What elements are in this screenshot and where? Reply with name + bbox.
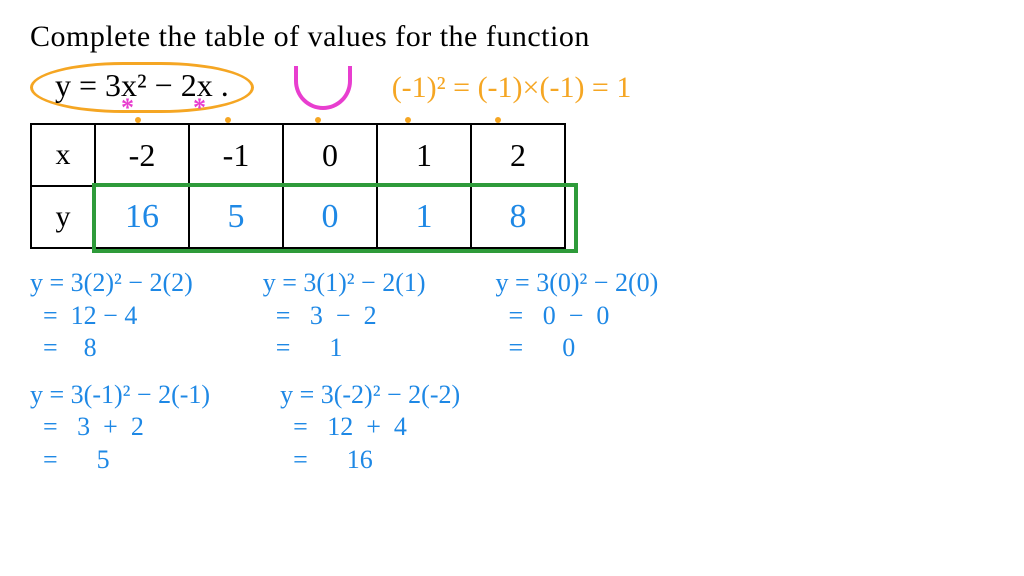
asterisk-icon: *: [193, 93, 206, 123]
y-cell: 0: [283, 186, 377, 248]
asterisk-icon: *: [121, 93, 134, 123]
whiteboard: Complete the table of values for the fun…: [0, 0, 1024, 576]
x-cell: 0: [283, 124, 377, 186]
table-row: x -2 -1 0 1 2: [31, 124, 565, 186]
x-cell: -1: [189, 124, 283, 186]
y-cell: 1: [377, 186, 471, 248]
y-cell: 16: [95, 186, 189, 248]
calc-block: y = 3(0)² − 2(0) = 0 − 0 = 0: [496, 267, 659, 365]
equation-row: y = 3x² − 2x . * * (-1)² = (-1)×(-1) = 1: [30, 62, 994, 113]
values-table: x -2 -1 0 1 2 y 16 5 0 1 8: [30, 123, 566, 249]
x-cell: -2: [95, 124, 189, 186]
calc-block: y = 3(-2)² − 2(-2) = 12 + 4 = 16: [280, 379, 460, 477]
parabola-u-icon: [294, 66, 352, 110]
dot-icon: [405, 117, 411, 123]
dot-icon: [225, 117, 231, 123]
y-header: y: [31, 186, 95, 248]
x-cell: 1: [377, 124, 471, 186]
y-cell: 5: [189, 186, 283, 248]
calc-block: y = 3(2)² − 2(2) = 12 − 4 = 8: [30, 267, 193, 365]
calc-block: y = 3(1)² − 2(1) = 3 − 2 = 1: [263, 267, 426, 365]
dot-icon: [495, 117, 501, 123]
calc-row-2: y = 3(-1)² − 2(-1) = 3 + 2 = 5 y = 3(-2)…: [30, 379, 994, 477]
x-header: x: [31, 124, 95, 186]
calculations-area: y = 3(2)² − 2(2) = 12 − 4 = 8 y = 3(1)² …: [30, 267, 994, 476]
equation-circled: y = 3x² − 2x . * *: [30, 62, 254, 113]
table-container: x -2 -1 0 1 2 y 16 5 0 1 8: [30, 123, 590, 249]
dot-icon: [135, 117, 141, 123]
dot-icon: [315, 117, 321, 123]
calc-row-1: y = 3(2)² − 2(2) = 12 − 4 = 8 y = 3(1)² …: [30, 267, 994, 365]
y-cell: 8: [471, 186, 565, 248]
side-calculation: (-1)² = (-1)×(-1) = 1: [392, 71, 632, 105]
calc-block: y = 3(-1)² − 2(-1) = 3 + 2 = 5: [30, 379, 210, 477]
table-row: y 16 5 0 1 8: [31, 186, 565, 248]
instruction-text: Complete the table of values for the fun…: [30, 20, 994, 54]
x-cell: 2: [471, 124, 565, 186]
